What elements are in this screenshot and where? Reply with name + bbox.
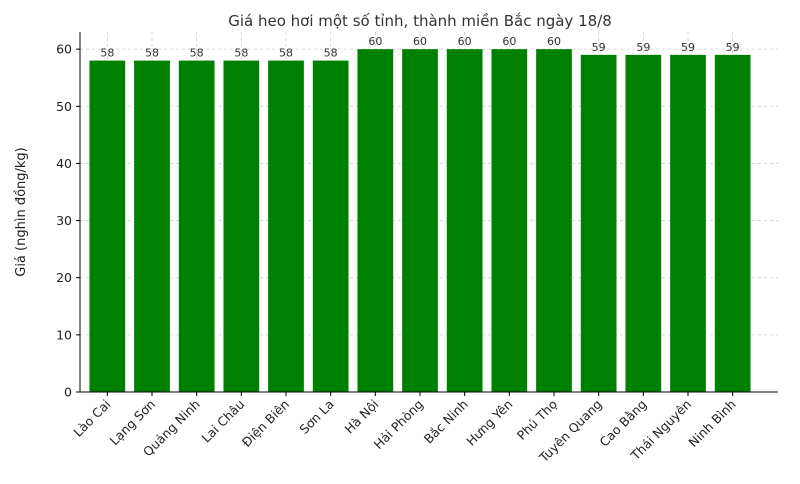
y-tick-label: 40: [56, 156, 72, 171]
bar-layer: [89, 49, 751, 393]
y-tick-label: 60: [56, 42, 72, 57]
y-tick-label: 30: [56, 213, 72, 228]
bar: [268, 60, 304, 392]
bar: [491, 49, 528, 393]
bar: [312, 60, 349, 392]
x-tick-label: Hà Nội: [341, 397, 381, 437]
data-label: 59: [636, 41, 650, 54]
data-label: 60: [502, 35, 516, 48]
x-tick-label: Phú Thọ: [514, 397, 560, 443]
y-tick-label: 20: [56, 270, 72, 285]
data-label: 58: [279, 47, 293, 60]
data-label: 59: [726, 41, 740, 54]
bar: [714, 54, 751, 392]
data-label: 58: [145, 47, 159, 60]
bar: [223, 60, 260, 392]
y-tick-label: 50: [56, 99, 72, 114]
x-tick-label: Ninh Bình: [685, 397, 738, 450]
bar: [625, 54, 662, 392]
data-label: 60: [547, 35, 561, 48]
data-label: 58: [324, 47, 338, 60]
data-label: 59: [592, 41, 606, 54]
data-label: 58: [100, 47, 114, 60]
bar: [89, 60, 126, 392]
bar: [446, 49, 483, 393]
x-tick-label: Hưng Yên: [463, 397, 515, 449]
chart-title: Giá heo hơi một số tỉnh, thành miền Bắc …: [228, 12, 612, 30]
data-label: 59: [681, 41, 695, 54]
y-axis-label: Giá (nghìn đồng/kg): [14, 147, 29, 277]
data-label: 58: [190, 47, 204, 60]
bar: [670, 54, 706, 392]
x-tick-label: Sơn La: [296, 397, 336, 437]
bar: [402, 49, 438, 393]
bar: [580, 54, 617, 392]
bar: [134, 60, 170, 392]
bar: [357, 49, 394, 393]
data-label: 60: [458, 35, 472, 48]
y-tick-label: 0: [64, 385, 72, 400]
data-label: 58: [234, 47, 248, 60]
x-tick-label: Điện Biên: [239, 397, 292, 450]
bar: [536, 49, 572, 393]
data-label: 60: [368, 35, 382, 48]
x-tick-label: Lào Cai: [70, 397, 113, 440]
y-tick-label: 10: [56, 327, 72, 342]
axis-layer: [76, 32, 778, 396]
data-label: 60: [413, 35, 427, 48]
bar: [178, 60, 215, 392]
